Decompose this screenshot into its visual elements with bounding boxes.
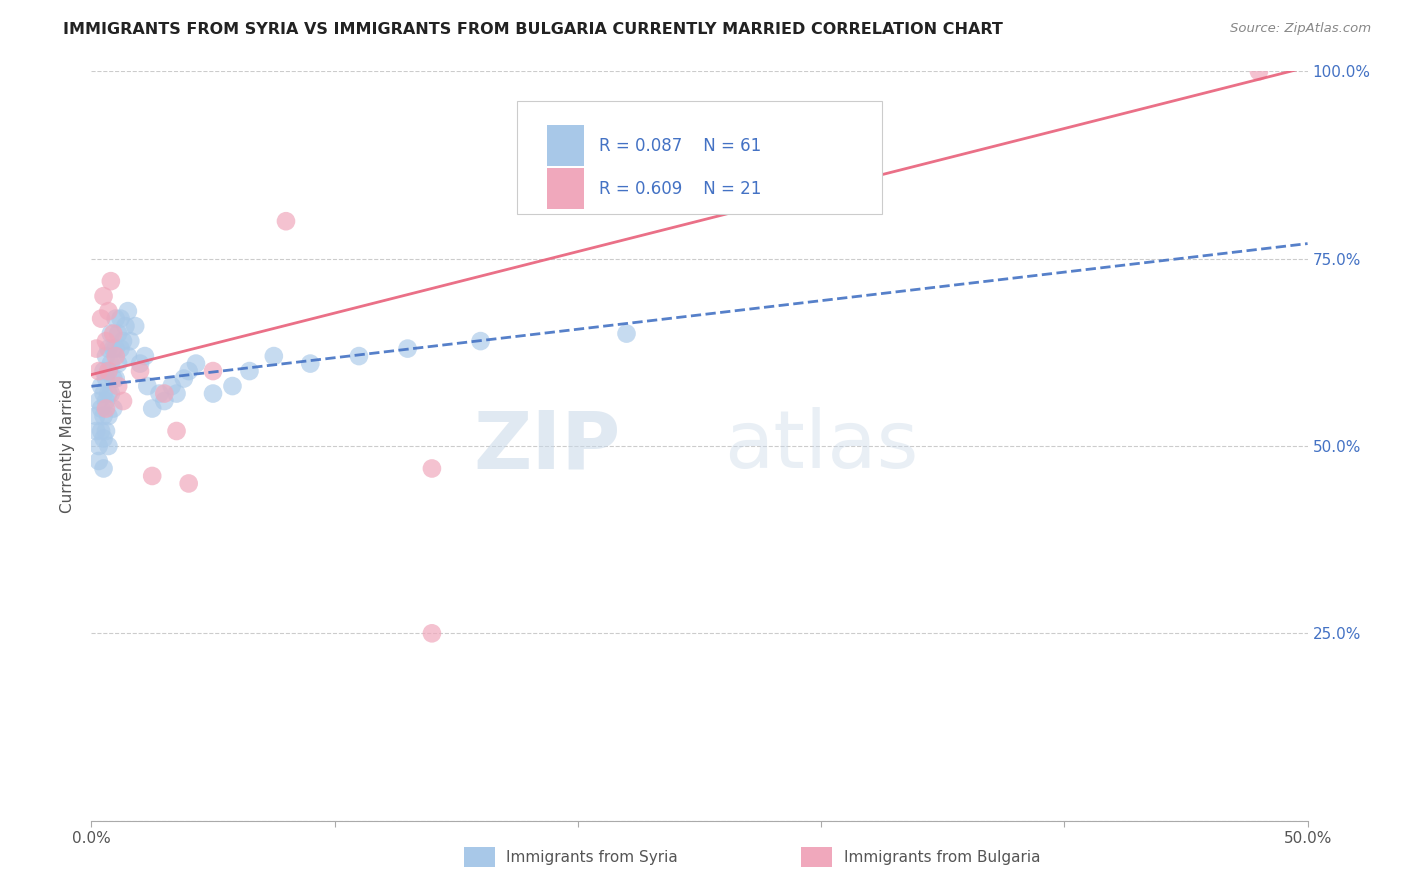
Point bbox=[396, 342, 419, 356]
Point bbox=[93, 289, 115, 303]
Point bbox=[141, 469, 163, 483]
Bar bbox=[547, 168, 583, 210]
Point bbox=[166, 386, 188, 401]
Point bbox=[97, 304, 120, 318]
Bar bbox=[464, 847, 495, 867]
Point bbox=[87, 364, 110, 378]
Point bbox=[104, 311, 127, 326]
Point bbox=[347, 349, 370, 363]
Point bbox=[84, 342, 107, 356]
Point bbox=[94, 371, 117, 385]
Point bbox=[141, 401, 163, 416]
Point bbox=[153, 394, 176, 409]
Point bbox=[177, 476, 200, 491]
Point bbox=[124, 319, 146, 334]
Y-axis label: Currently Married: Currently Married bbox=[60, 379, 76, 513]
Point bbox=[120, 334, 142, 348]
Point bbox=[221, 379, 243, 393]
Point bbox=[420, 626, 443, 640]
Point bbox=[93, 432, 115, 446]
Text: Source: ZipAtlas.com: Source: ZipAtlas.com bbox=[1230, 22, 1371, 36]
Point bbox=[87, 394, 110, 409]
Point bbox=[100, 274, 122, 288]
Point bbox=[90, 311, 112, 326]
Point bbox=[238, 364, 260, 378]
Point bbox=[87, 454, 110, 468]
Bar bbox=[801, 847, 832, 867]
Point bbox=[470, 334, 492, 348]
Point bbox=[90, 401, 112, 416]
Point bbox=[100, 386, 122, 401]
Point bbox=[117, 349, 139, 363]
Point bbox=[94, 334, 117, 348]
Point bbox=[134, 349, 156, 363]
Point bbox=[104, 349, 127, 363]
Point bbox=[94, 401, 117, 416]
Point bbox=[97, 364, 120, 378]
Point bbox=[107, 379, 129, 393]
Text: R = 0.609    N = 21: R = 0.609 N = 21 bbox=[599, 179, 761, 198]
Point bbox=[100, 357, 122, 371]
Point bbox=[129, 364, 152, 378]
Point bbox=[94, 349, 117, 363]
Point bbox=[94, 424, 117, 438]
Point bbox=[111, 334, 134, 348]
Point bbox=[87, 439, 110, 453]
Point bbox=[104, 371, 127, 385]
Point bbox=[97, 439, 120, 453]
Point bbox=[103, 371, 125, 385]
Point bbox=[103, 401, 125, 416]
Point bbox=[184, 357, 207, 371]
Point bbox=[148, 386, 170, 401]
Point bbox=[263, 349, 285, 363]
Point bbox=[177, 364, 200, 378]
Text: IMMIGRANTS FROM SYRIA VS IMMIGRANTS FROM BULGARIA CURRENTLY MARRIED CORRELATION : IMMIGRANTS FROM SYRIA VS IMMIGRANTS FROM… bbox=[63, 22, 1002, 37]
Point bbox=[1247, 64, 1270, 78]
Text: Immigrants from Bulgaria: Immigrants from Bulgaria bbox=[844, 850, 1040, 864]
Point bbox=[94, 394, 117, 409]
Point bbox=[104, 342, 127, 356]
Point bbox=[84, 424, 107, 438]
Point bbox=[114, 319, 136, 334]
Point bbox=[274, 214, 297, 228]
Point bbox=[420, 461, 443, 475]
Point bbox=[93, 364, 115, 378]
Point bbox=[90, 424, 112, 438]
Point bbox=[110, 342, 132, 356]
Point bbox=[103, 342, 125, 356]
Point bbox=[97, 364, 120, 378]
Text: ZIP: ZIP bbox=[474, 407, 620, 485]
Point bbox=[136, 379, 159, 393]
Bar bbox=[547, 125, 583, 167]
Point bbox=[111, 394, 134, 409]
Text: Immigrants from Syria: Immigrants from Syria bbox=[506, 850, 678, 864]
Text: R = 0.087    N = 61: R = 0.087 N = 61 bbox=[599, 136, 761, 155]
Point bbox=[93, 386, 115, 401]
Point bbox=[202, 364, 225, 378]
Point bbox=[84, 409, 107, 423]
Point bbox=[97, 409, 120, 423]
Point bbox=[103, 326, 125, 341]
Point bbox=[166, 424, 188, 438]
Point bbox=[160, 379, 183, 393]
Point bbox=[93, 461, 115, 475]
Point bbox=[110, 311, 132, 326]
Point bbox=[93, 409, 115, 423]
Point bbox=[153, 386, 176, 401]
Point bbox=[129, 357, 152, 371]
Point bbox=[202, 386, 225, 401]
Text: atlas: atlas bbox=[724, 407, 918, 485]
Point bbox=[299, 357, 322, 371]
Point bbox=[90, 379, 112, 393]
Point bbox=[117, 304, 139, 318]
Point bbox=[97, 342, 120, 356]
Point bbox=[616, 326, 638, 341]
Point bbox=[107, 357, 129, 371]
Point bbox=[173, 371, 195, 385]
Point bbox=[97, 386, 120, 401]
Point bbox=[100, 326, 122, 341]
Point bbox=[107, 326, 129, 341]
FancyBboxPatch shape bbox=[517, 102, 882, 214]
